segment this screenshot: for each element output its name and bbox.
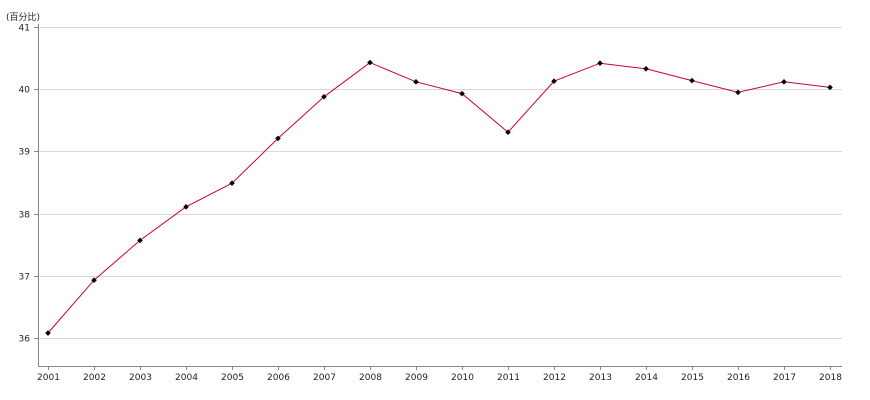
x-tick-label-2004: 2004 <box>175 373 198 383</box>
y-tick-label-36: 36 <box>19 335 31 345</box>
data-point-2012 <box>551 78 557 85</box>
data-point-2006 <box>275 135 281 142</box>
data-point-2002 <box>91 277 97 283</box>
data-point-2001 <box>45 330 51 336</box>
data-point-2014 <box>643 65 649 72</box>
grid-lines <box>38 27 842 339</box>
x-tick-label-2016: 2016 <box>727 373 750 383</box>
data-point-2017 <box>781 79 787 85</box>
data-point-2003 <box>137 237 143 244</box>
data-point-2015 <box>689 77 695 84</box>
y-tick-label-41: 41 <box>19 24 30 34</box>
y-axis-ticks: 36 37 38 39 40 41 <box>19 24 38 345</box>
data-point-2016 <box>735 89 741 96</box>
data-markers <box>45 59 833 336</box>
y-tick-label-40: 40 <box>19 86 31 96</box>
x-tick-label-2005: 2005 <box>221 373 244 383</box>
y-tick-label-37: 37 <box>19 273 30 283</box>
x-tick-label-2006: 2006 <box>267 373 290 383</box>
x-axis-ticks: 2001 2002 2003 2004 2005 2006 2007 2008 2009 2010… <box>37 366 842 383</box>
x-tick-label-2014: 2014 <box>635 373 658 383</box>
x-tick-label-2017: 2017 <box>773 373 796 383</box>
x-tick-label-2003: 2003 <box>129 373 152 383</box>
x-tick-label-2010: 2010 <box>451 373 474 383</box>
y-axis-unit-label: (百分比) <box>6 11 40 23</box>
x-tick-label-2013: 2013 <box>589 373 612 383</box>
data-point-2018 <box>827 84 833 91</box>
data-point-2004 <box>183 204 189 210</box>
data-point-2013 <box>597 60 603 66</box>
series-line <box>47 62 831 334</box>
x-tick-label-2018: 2018 <box>819 373 842 383</box>
x-tick-label-2007: 2007 <box>313 373 336 383</box>
x-tick-label-2008: 2008 <box>359 373 382 383</box>
data-point-2008 <box>367 59 373 66</box>
y-tick-label-38: 38 <box>19 211 31 221</box>
data-point-2010 <box>459 90 465 97</box>
x-tick-label-2012: 2012 <box>543 373 566 383</box>
data-point-2005 <box>229 180 235 186</box>
y-tick-label-39: 39 <box>19 148 31 158</box>
x-tick-label-2015: 2015 <box>681 373 704 383</box>
data-point-2007 <box>321 93 327 100</box>
data-point-2011 <box>505 129 511 135</box>
x-tick-label-2001: 2001 <box>37 373 60 383</box>
x-tick-label-2009: 2009 <box>405 373 428 383</box>
data-point-2009 <box>413 79 419 85</box>
x-tick-label-2002: 2002 <box>83 373 106 383</box>
x-tick-label-2011: 2011 <box>497 373 520 383</box>
